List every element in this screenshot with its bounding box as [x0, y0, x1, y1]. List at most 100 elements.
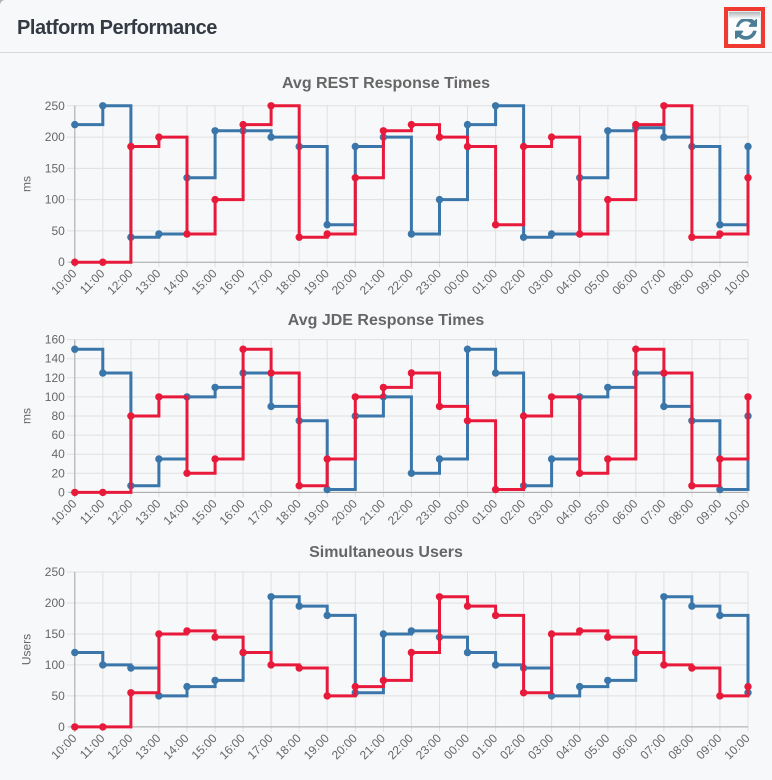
svg-text:100: 100	[45, 390, 65, 404]
svg-text:08:00: 08:00	[665, 266, 696, 297]
svg-text:09:00: 09:00	[693, 266, 724, 297]
svg-text:00:00: 00:00	[441, 266, 472, 297]
svg-text:120: 120	[45, 371, 65, 385]
svg-text:06:00: 06:00	[609, 266, 640, 297]
svg-text:05:00: 05:00	[581, 266, 612, 297]
svg-text:18:00: 18:00	[273, 266, 304, 297]
svg-text:19:00: 19:00	[301, 731, 332, 762]
svg-text:13:00: 13:00	[132, 731, 163, 762]
svg-text:11:00: 11:00	[77, 266, 108, 297]
svg-text:250: 250	[45, 99, 65, 113]
svg-text:19:00: 19:00	[301, 266, 332, 297]
svg-text:13:00: 13:00	[132, 496, 163, 527]
svg-text:150: 150	[45, 627, 65, 641]
svg-text:80: 80	[51, 409, 65, 423]
svg-text:60: 60	[51, 428, 65, 442]
svg-text:12:00: 12:00	[104, 496, 135, 527]
svg-text:22:00: 22:00	[385, 731, 416, 762]
svg-text:19:00: 19:00	[301, 496, 332, 527]
svg-text:09:00: 09:00	[693, 496, 724, 527]
svg-text:22:00: 22:00	[385, 496, 416, 527]
svg-text:10:00: 10:00	[721, 266, 752, 297]
svg-text:07:00: 07:00	[637, 266, 668, 297]
svg-text:01:00: 01:00	[469, 731, 500, 762]
svg-text:07:00: 07:00	[637, 731, 668, 762]
svg-text:17:00: 17:00	[245, 266, 276, 297]
svg-text:00:00: 00:00	[441, 731, 472, 762]
svg-text:01:00: 01:00	[469, 266, 500, 297]
svg-text:23:00: 23:00	[413, 731, 444, 762]
svg-text:07:00: 07:00	[637, 496, 668, 527]
svg-text:20:00: 20:00	[329, 266, 360, 297]
svg-text:10:00: 10:00	[48, 266, 79, 297]
svg-text:0: 0	[58, 485, 65, 499]
svg-text:ms: ms	[20, 408, 34, 424]
svg-text:01:00: 01:00	[469, 496, 500, 527]
svg-text:06:00: 06:00	[609, 496, 640, 527]
svg-text:Simultaneous Users: Simultaneous Users	[309, 544, 463, 561]
svg-text:04:00: 04:00	[553, 266, 584, 297]
svg-text:150: 150	[45, 161, 65, 175]
svg-text:12:00: 12:00	[104, 731, 135, 762]
svg-text:22:00: 22:00	[385, 266, 416, 297]
svg-text:16:00: 16:00	[217, 266, 248, 297]
svg-text:14:00: 14:00	[160, 266, 191, 297]
svg-text:50: 50	[51, 689, 65, 703]
svg-text:23:00: 23:00	[413, 266, 444, 297]
svg-text:20: 20	[51, 466, 65, 480]
svg-text:20:00: 20:00	[329, 496, 360, 527]
svg-text:0: 0	[58, 720, 65, 734]
svg-text:10:00: 10:00	[721, 731, 752, 762]
svg-text:21:00: 21:00	[357, 496, 388, 527]
svg-text:15:00: 15:00	[189, 266, 220, 297]
svg-text:17:00: 17:00	[245, 731, 276, 762]
svg-text:17:00: 17:00	[245, 496, 276, 527]
svg-text:18:00: 18:00	[273, 496, 304, 527]
svg-text:12:00: 12:00	[104, 266, 135, 297]
svg-text:200: 200	[45, 130, 65, 144]
svg-text:160: 160	[45, 333, 65, 347]
svg-text:10:00: 10:00	[48, 496, 79, 527]
svg-text:23:00: 23:00	[413, 496, 444, 527]
svg-text:50: 50	[51, 224, 65, 238]
svg-text:11:00: 11:00	[77, 496, 108, 527]
svg-text:08:00: 08:00	[665, 731, 696, 762]
svg-text:16:00: 16:00	[217, 731, 248, 762]
svg-text:Avg JDE Response Times: Avg JDE Response Times	[288, 312, 485, 329]
svg-text:Users: Users	[20, 634, 34, 665]
svg-text:21:00: 21:00	[357, 266, 388, 297]
svg-text:03:00: 03:00	[525, 496, 556, 527]
svg-text:04:00: 04:00	[553, 496, 584, 527]
svg-text:10:00: 10:00	[721, 496, 752, 527]
svg-text:100: 100	[45, 193, 65, 207]
svg-text:40: 40	[51, 447, 65, 461]
svg-text:13:00: 13:00	[132, 266, 163, 297]
svg-text:21:00: 21:00	[357, 731, 388, 762]
svg-text:20:00: 20:00	[329, 731, 360, 762]
svg-text:08:00: 08:00	[665, 496, 696, 527]
svg-text:03:00: 03:00	[525, 731, 556, 762]
svg-text:02:00: 02:00	[497, 731, 528, 762]
svg-text:15:00: 15:00	[189, 496, 220, 527]
svg-text:02:00: 02:00	[497, 266, 528, 297]
svg-text:05:00: 05:00	[581, 496, 612, 527]
svg-text:200: 200	[45, 596, 65, 610]
svg-text:05:00: 05:00	[581, 731, 612, 762]
svg-text:16:00: 16:00	[217, 496, 248, 527]
svg-text:Avg REST Response Times: Avg REST Response Times	[282, 75, 490, 92]
svg-text:10:00: 10:00	[48, 731, 79, 762]
svg-text:140: 140	[45, 352, 65, 366]
svg-text:04:00: 04:00	[553, 731, 584, 762]
svg-text:0: 0	[58, 255, 65, 269]
svg-text:00:00: 00:00	[441, 496, 472, 527]
svg-text:14:00: 14:00	[160, 731, 191, 762]
svg-text:ms: ms	[20, 176, 34, 192]
svg-text:11:00: 11:00	[77, 731, 108, 762]
svg-text:06:00: 06:00	[609, 731, 640, 762]
svg-text:14:00: 14:00	[160, 496, 191, 527]
svg-text:02:00: 02:00	[497, 496, 528, 527]
svg-text:09:00: 09:00	[693, 731, 724, 762]
svg-text:100: 100	[45, 658, 65, 672]
svg-text:18:00: 18:00	[273, 731, 304, 762]
svg-text:15:00: 15:00	[189, 731, 220, 762]
